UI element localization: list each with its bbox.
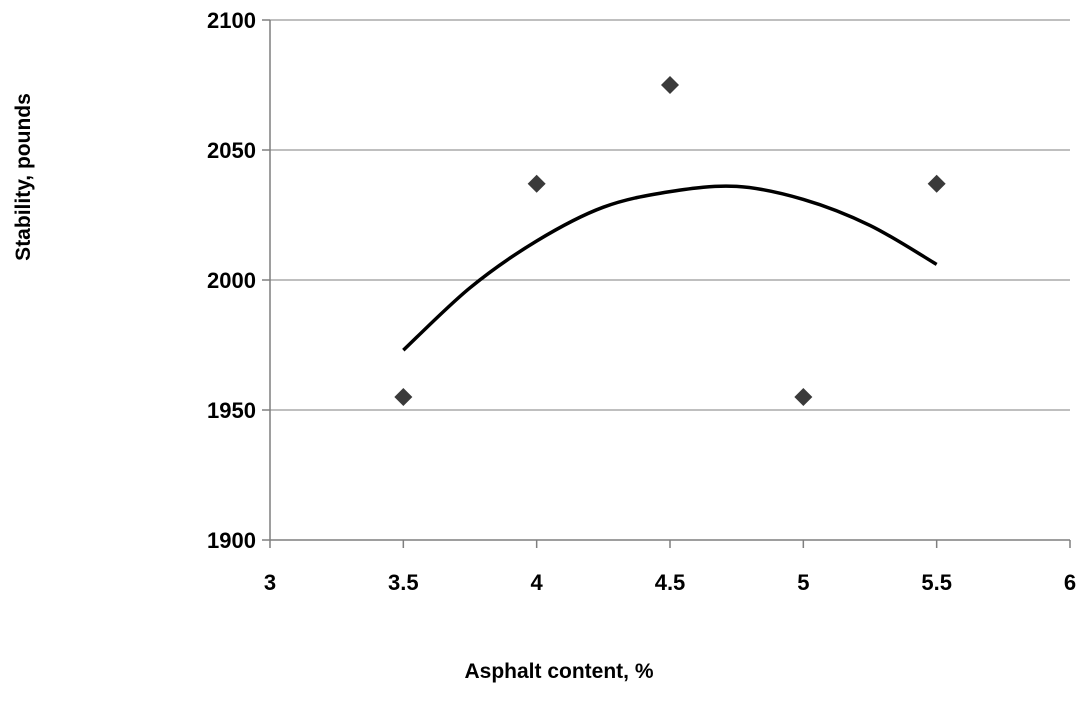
x-axis-title: Asphalt content, % <box>464 660 653 683</box>
trendline-group <box>402 184 938 352</box>
axes <box>262 19 1071 548</box>
x-tick-label: 5.5 <box>921 570 952 595</box>
x-tick-label: 4 <box>531 570 544 595</box>
y-tick-label: 2050 <box>207 138 256 163</box>
y-axis-title: Stability, pounds <box>12 93 35 261</box>
trendline <box>402 184 938 352</box>
data-point <box>527 174 546 193</box>
tick-labels: 1900 1950 2000 2050 2100 3 3.5 4 4.5 5 5.5 6 <box>207 8 1076 595</box>
y-tick-label: 2000 <box>207 268 256 293</box>
x-tick-label: 5 <box>797 570 809 595</box>
data-point <box>927 174 946 193</box>
x-tick-label: 3 <box>264 570 276 595</box>
data-point <box>661 76 679 94</box>
y-tick-label: 1900 <box>207 528 256 553</box>
x-tick-label: 4.5 <box>655 570 686 595</box>
grid-lines <box>270 19 1070 411</box>
x-tick-label: 6 <box>1064 570 1076 595</box>
data-point <box>394 388 413 406</box>
data-point <box>794 388 813 406</box>
x-tick-label: 3.5 <box>388 570 419 595</box>
y-tick-label: 1950 <box>207 398 256 423</box>
data-points <box>394 76 946 406</box>
y-tick-label: 2100 <box>207 8 256 33</box>
